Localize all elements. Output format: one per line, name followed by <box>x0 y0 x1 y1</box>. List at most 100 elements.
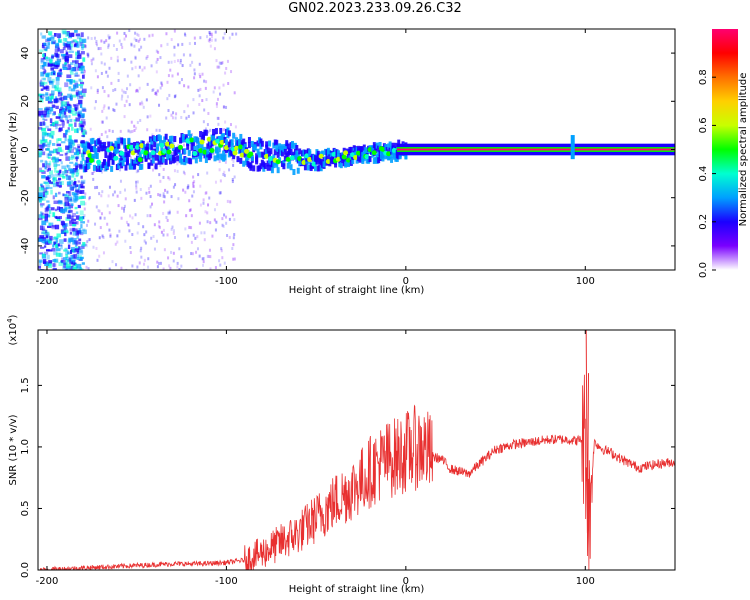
scatter-cell <box>95 205 98 209</box>
noise-cell <box>48 160 52 166</box>
noise-cell <box>77 255 82 258</box>
scatter-cell <box>83 214 86 218</box>
scatter-cell <box>170 60 173 64</box>
noise-cell <box>69 215 74 220</box>
scatter-cell <box>177 59 180 63</box>
noise-cell <box>73 152 79 156</box>
scatter-cell <box>202 260 205 264</box>
noise-cell <box>43 181 49 184</box>
band-cell <box>191 140 195 147</box>
scatter-cell <box>166 80 169 84</box>
scatter-cell <box>105 116 108 120</box>
noise-cell <box>64 56 69 61</box>
band-cell <box>206 143 210 150</box>
scatter-cell <box>219 92 222 96</box>
noise-cell <box>47 162 51 166</box>
noise-cell <box>58 128 62 133</box>
scatter-cell <box>123 37 126 41</box>
scatter-cell <box>166 233 169 237</box>
scatter-cell <box>204 127 207 131</box>
scatter-cell <box>143 262 146 266</box>
band-cell <box>101 145 105 152</box>
noise-cell <box>52 212 56 217</box>
noise-cell <box>64 152 68 156</box>
noise-cell <box>67 64 71 68</box>
noise-cell <box>65 190 70 194</box>
scatter-cell <box>147 265 150 269</box>
band-cell <box>183 148 187 155</box>
scatter-cell <box>206 35 209 39</box>
scatter-cell <box>163 200 166 204</box>
scatter-cell <box>174 116 177 120</box>
band-cell <box>186 143 190 150</box>
x-tick-label: -100 <box>215 276 238 287</box>
noise-cell <box>68 86 72 92</box>
noise-cell <box>47 72 52 76</box>
noise-cell <box>74 74 80 77</box>
noise-cell <box>76 235 79 240</box>
noise-cell <box>54 192 58 198</box>
scatter-cell <box>155 239 158 243</box>
scatter-cell <box>130 43 133 47</box>
scatter-cell <box>199 184 202 188</box>
noise-cell <box>79 248 83 253</box>
scatter-cell <box>140 45 143 49</box>
scatter-cell <box>138 48 141 52</box>
noise-cell <box>46 141 52 145</box>
noise-cell <box>40 238 44 241</box>
band-cell <box>127 137 131 144</box>
scatter-cell <box>219 263 222 267</box>
scatter-cell <box>193 76 196 80</box>
scatter-cell <box>212 90 215 94</box>
scatter-cell <box>157 50 160 54</box>
noise-cell <box>81 88 87 94</box>
scatter-cell <box>130 42 133 46</box>
band-cell <box>273 149 277 156</box>
noise-cell <box>54 258 59 263</box>
band-cell <box>285 140 289 147</box>
scatter-cell <box>206 171 209 175</box>
scatter-cell <box>97 209 100 213</box>
scatter-cell <box>203 238 206 242</box>
noise-cell <box>58 39 63 43</box>
scatter-cell <box>141 68 144 72</box>
band-cell <box>134 146 138 153</box>
band-cell <box>250 140 254 147</box>
noise-cell <box>74 128 79 133</box>
noise-cell <box>78 84 84 87</box>
band-cell <box>123 138 127 145</box>
band-peak <box>88 157 94 163</box>
noise-cell <box>79 183 84 188</box>
band-cell <box>236 156 240 163</box>
noise-cell <box>80 224 83 229</box>
band-peak <box>233 145 239 151</box>
scatter-cell <box>173 95 176 99</box>
noise-cell <box>73 191 79 195</box>
scatter-cell <box>182 53 185 57</box>
noise-cell <box>65 145 70 150</box>
band-cell <box>266 164 270 171</box>
scatter-cell <box>167 109 170 113</box>
scatter-cell <box>193 180 196 184</box>
band-cell <box>197 142 201 149</box>
band-cell <box>187 130 191 137</box>
noise-cell <box>49 134 53 138</box>
scatter-cell <box>223 213 226 217</box>
noise-cell <box>47 109 52 115</box>
noise-cell <box>46 200 50 203</box>
noise-cell <box>44 165 47 170</box>
scatter-cell <box>182 170 185 174</box>
noise-cell <box>80 71 84 74</box>
noise-cell <box>61 101 65 106</box>
scatter-cell <box>183 172 186 176</box>
noise-cell <box>46 161 49 164</box>
noise-cell <box>45 181 50 185</box>
band-cell <box>256 140 260 147</box>
band-cell <box>111 158 115 165</box>
scatter-cell <box>134 213 137 217</box>
noise-cell <box>40 183 43 187</box>
scatter-cell <box>190 252 193 256</box>
scatter-cell <box>192 190 195 194</box>
x-tick-label: -100 <box>215 576 238 587</box>
band-cell <box>247 137 251 144</box>
